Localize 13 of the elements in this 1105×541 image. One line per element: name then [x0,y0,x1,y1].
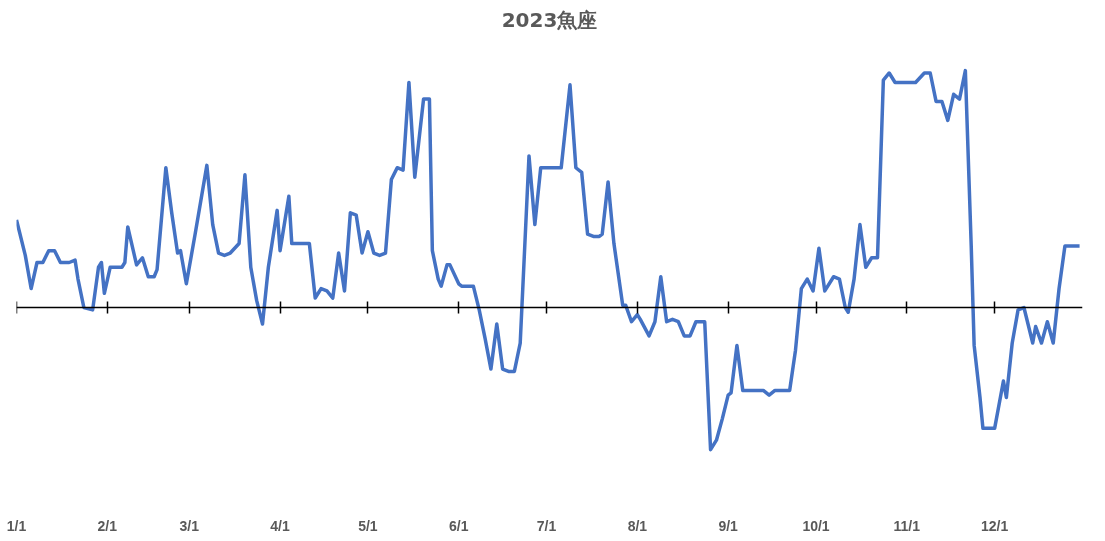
x-tick-label: 4/1 [270,517,291,534]
x-tick-label: 9/1 [718,517,739,534]
x-tick-label: 2/1 [97,517,118,534]
x-tick-label: 6/1 [448,517,469,534]
x-tick-label: 5/1 [358,517,378,534]
chart-title: 2023魚座 [501,7,598,32]
x-tick-label: 3/1 [179,517,200,534]
x-tick-label: 8/1 [627,517,648,534]
x-tick-label: 10/1 [802,517,830,534]
x-tick-label: 1/1 [6,517,27,534]
x-tick-label: 11/1 [893,517,921,534]
x-tick-label: 7/1 [536,517,557,534]
x-tick-label: 12/1 [981,517,1009,534]
